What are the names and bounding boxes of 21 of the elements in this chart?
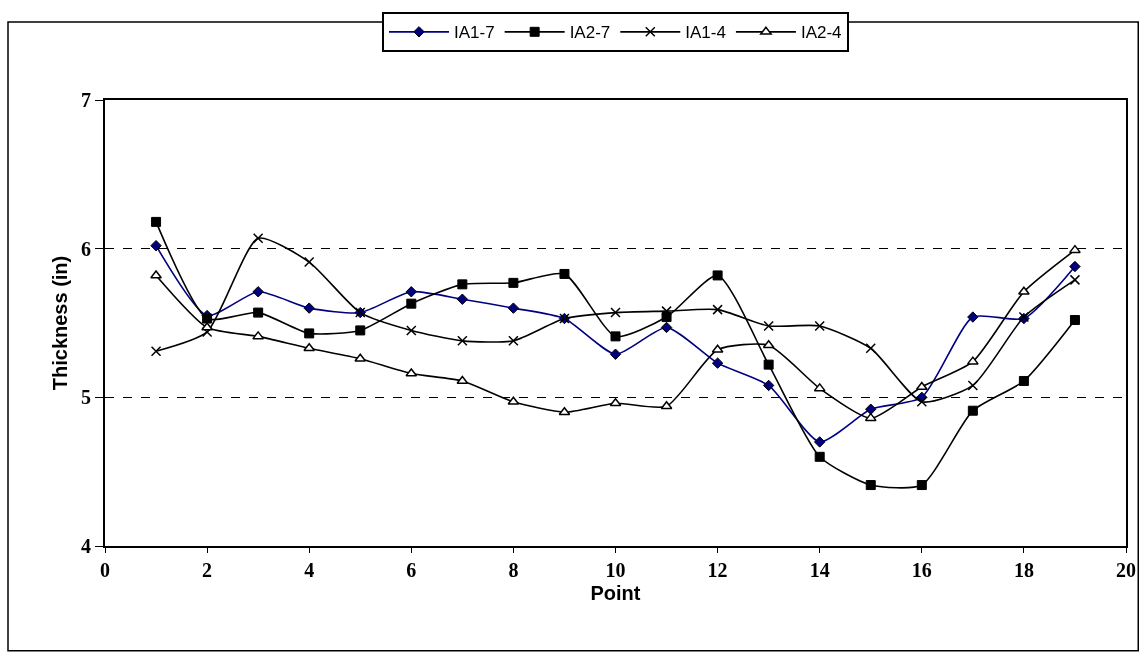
y-tick-label: 7 bbox=[81, 89, 91, 111]
legend-label: IA2-4 bbox=[800, 23, 842, 43]
x-axis-title: Point bbox=[590, 582, 641, 604]
x-tick-label: 12 bbox=[707, 559, 728, 581]
legend-label: IA1-7 bbox=[454, 23, 495, 43]
y-tick-label: 4 bbox=[81, 535, 91, 557]
x-tick-label: 16 bbox=[911, 559, 932, 581]
x-tick-label: 4 bbox=[304, 559, 315, 581]
x-tick-label: 14 bbox=[809, 559, 830, 581]
x-tick-label: 0 bbox=[100, 559, 110, 581]
x-tick-label: 20 bbox=[1116, 559, 1136, 581]
x-tick-label: 10 bbox=[605, 559, 626, 581]
legend-label: IA1-4 bbox=[685, 23, 726, 43]
y-axis-title: Thickness (in) bbox=[49, 255, 71, 391]
x-tick-label: 6 bbox=[406, 559, 417, 581]
legend-label: IA2-7 bbox=[569, 23, 611, 43]
x-tick-label: 18 bbox=[1013, 559, 1034, 581]
y-tick-label: 5 bbox=[81, 386, 91, 409]
x-tick-label: 8 bbox=[508, 559, 519, 581]
y-tick-label: 6 bbox=[81, 237, 91, 260]
x-tick-label: 2 bbox=[202, 559, 213, 581]
